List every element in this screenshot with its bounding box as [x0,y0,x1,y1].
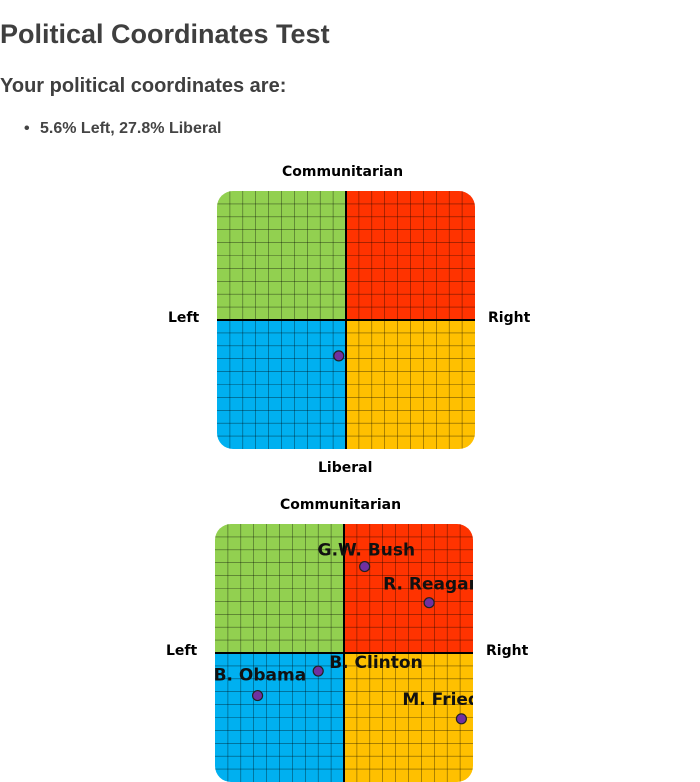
axis-label-top: Communitarian [282,164,404,180]
figure-label: B. Obama [215,666,306,686]
results-subtitle: Your political coordinates are: [0,75,287,97]
axis-label-right: Right [488,310,531,326]
axis-label-left: Left [168,310,200,326]
axis-label-bottom: Liberal [318,460,373,476]
axis-label-top: Communitarian [280,497,402,513]
figure-label: B. Clinton [329,653,422,673]
figure-point [423,597,435,609]
figure-label: M. Friedman [402,690,473,710]
result-text: 5.6% Left, 27.8% Liberal [40,120,222,137]
page-title: Political Coordinates Test [0,19,330,49]
results-list: • 5.6% Left, 27.8% Liberal [0,120,221,138]
axis-lines [215,524,473,782]
axis-label-right: Right [486,643,529,659]
figure-point [455,713,467,725]
figure-point [251,689,264,702]
compass-grid [217,191,475,449]
axis-label-left: Left [166,643,198,659]
figure-label: G.W. Bush [318,541,415,561]
bullet-icon: • [24,120,30,137]
axis-lines [217,191,475,449]
user-point [333,350,345,362]
compass-svg: G.W. Bush R. Reagan B. Clinton B. Obama M. F… [215,524,473,782]
figure-point [312,665,324,677]
figure-label: R. Reagan [383,575,473,595]
compass-svg [217,191,475,449]
compass-grid: G.W. Bush R. Reagan B. Clinton B. Obama M. F… [215,524,473,782]
figure-point [359,560,371,573]
result-item: • 5.6% Left, 27.8% Liberal [0,120,221,138]
